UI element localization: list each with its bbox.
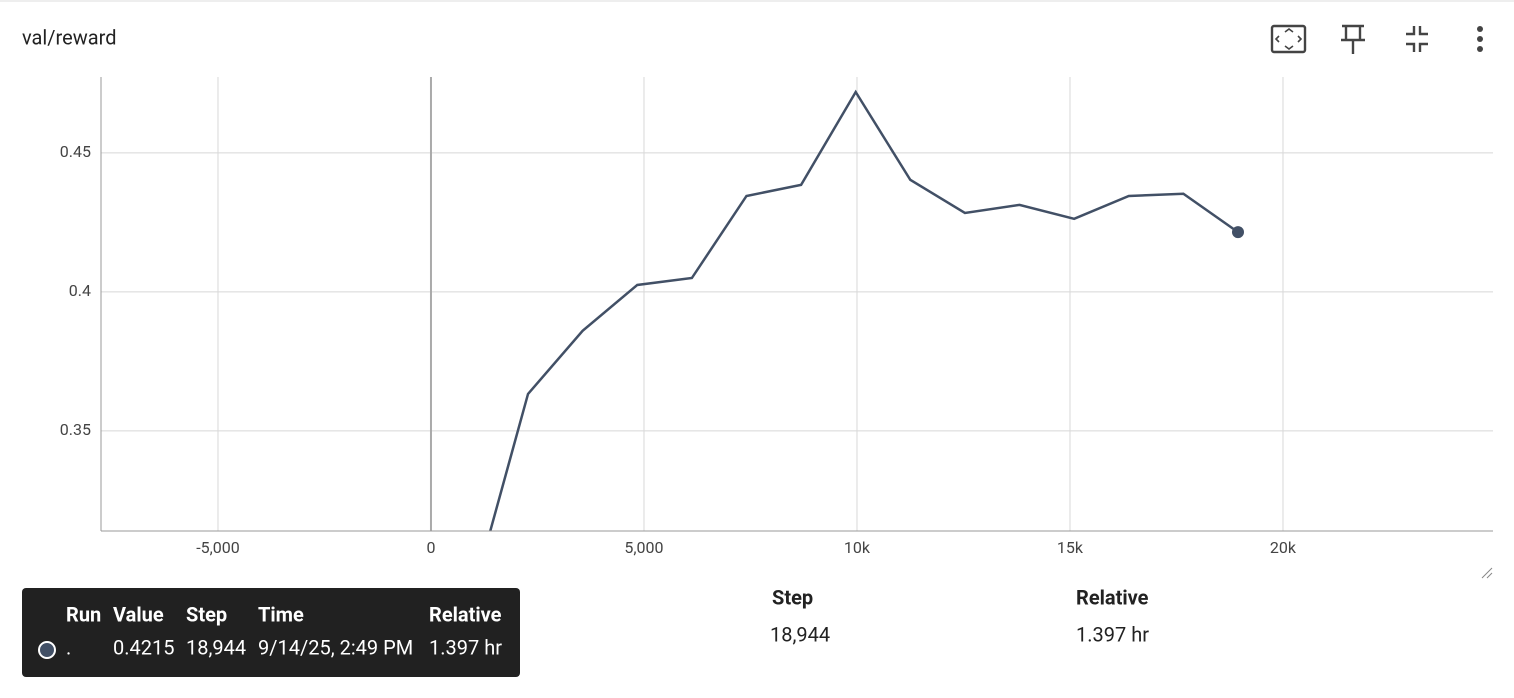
tooltip-cell: 0.4215 <box>113 635 174 659</box>
tooltip-swatch <box>38 641 56 659</box>
table-header: Step <box>772 585 813 609</box>
tooltip-cell: 18,944 <box>186 635 246 659</box>
fit-button[interactable] <box>1270 24 1307 54</box>
tooltip-header: Run <box>66 602 101 626</box>
table-cell: 1.397 hr <box>1076 622 1149 646</box>
x-tick-label: 5,000 <box>624 538 663 557</box>
line <box>488 89 1239 531</box>
toolbar <box>1270 24 1483 54</box>
tooltip-header: Step <box>186 602 227 626</box>
x-tick-label: 20k <box>1270 538 1297 557</box>
tooltip-cell: . <box>66 635 71 659</box>
menu-button[interactable] <box>1477 26 1483 52</box>
y-tick-label: 0.4 <box>69 281 91 300</box>
y-tick-label: 0.45 <box>60 142 91 161</box>
table-cell: 18,944 <box>770 622 830 646</box>
resize-handle[interactable] <box>1481 567 1493 579</box>
x-tick-label: 0 <box>426 538 435 557</box>
tooltip-cell: 1.397 hr <box>429 635 502 659</box>
tooltip: Run Value Step Time Relative . 0.4215 18… <box>22 588 520 677</box>
y-tick-label: 0.35 <box>60 420 91 439</box>
plot: 0.35 0.4 0.45 -5,000 0 5,000 10k 15k 20k <box>60 77 1493 557</box>
x-tick-label: 10k <box>844 538 871 557</box>
x-tick-label: 15k <box>1057 538 1084 557</box>
point <box>1231 226 1244 239</box>
tooltip-header: Value <box>113 602 164 626</box>
tooltip-cell: 9/14/25, 2:49 PM <box>258 635 413 659</box>
x-tick-label: -5,000 <box>196 538 240 557</box>
collapse-button[interactable] <box>1406 26 1428 52</box>
table-header: Relative <box>1076 585 1149 609</box>
pin-button[interactable] <box>1341 24 1365 54</box>
tooltip-header: Time <box>258 602 304 626</box>
tooltip-header: Relative <box>429 602 502 626</box>
chart-title: val/reward <box>22 25 117 49</box>
tooltip-box <box>22 588 520 677</box>
